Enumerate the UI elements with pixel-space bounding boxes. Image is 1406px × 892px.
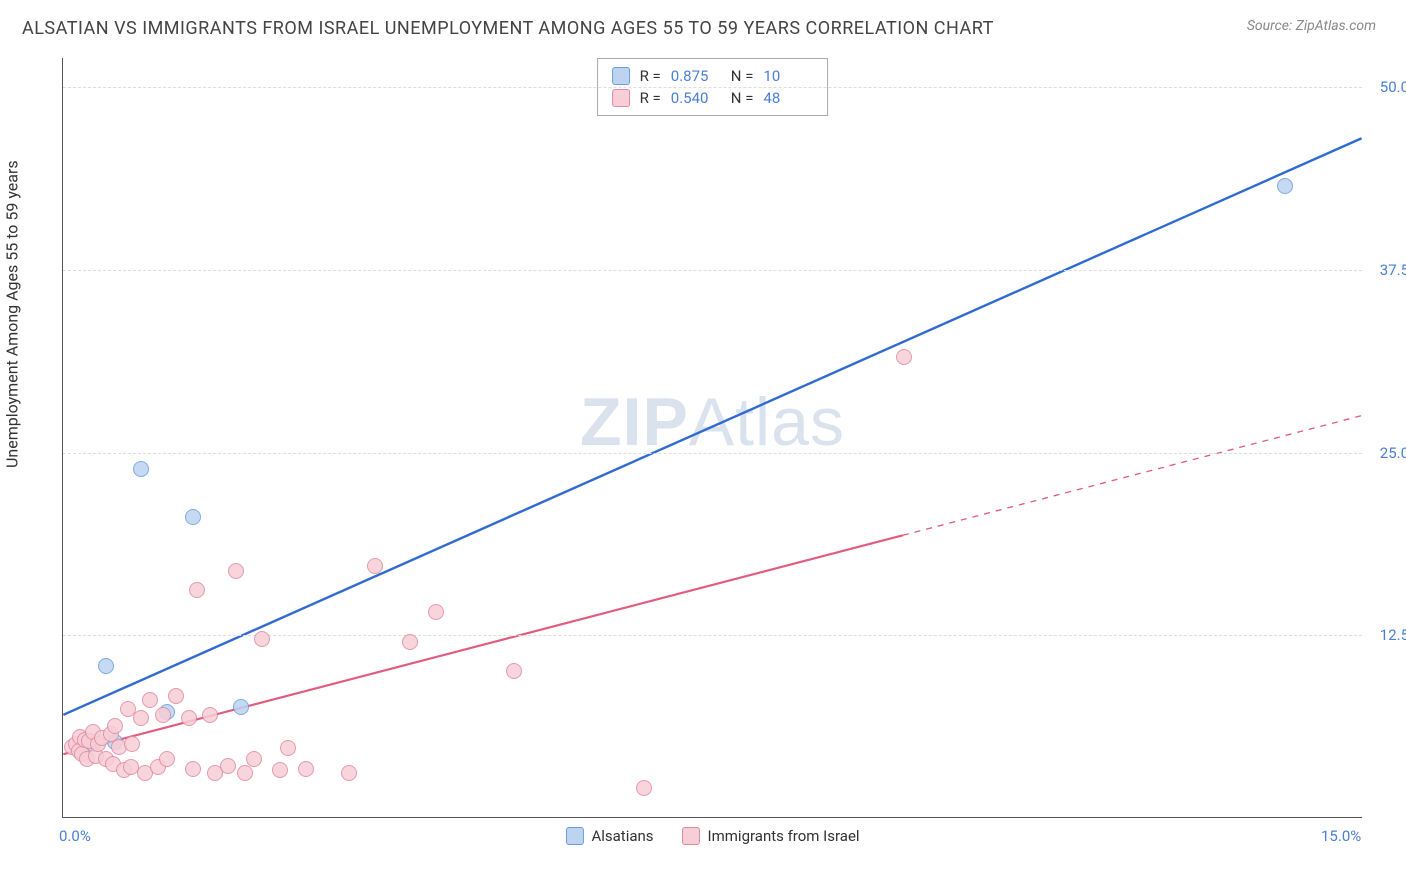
source-label: Source: [1247,18,1296,34]
data-point-israel [228,563,244,579]
data-point-israel [189,582,205,598]
stat-n-label: N = [731,89,754,107]
y-tick-label: 12.5% [1360,626,1406,644]
y-tick-label: 25.0% [1360,444,1406,462]
data-point-israel [123,759,139,775]
data-point-israel [107,718,123,734]
data-point-israel [237,765,253,781]
trendline-alsatians [63,138,1361,715]
stat-n-label: N = [731,67,754,85]
swatch-israel [682,827,700,845]
data-point-israel [280,740,296,756]
y-tick-label: 50.0% [1360,78,1406,96]
data-point-israel [185,761,201,777]
data-point-israel [402,634,418,650]
swatch-israel [612,89,630,107]
data-point-israel [181,710,197,726]
stat-r-label: R = [640,89,661,107]
data-point-israel [124,736,140,752]
stats-row-israel: R = 0.540 N = 48 [612,87,814,109]
stat-r-value-alsatians: 0.875 [671,67,721,85]
legend-label-alsatians: Alsatians [591,827,653,845]
data-point-israel [254,631,270,647]
legend-item-alsatians: Alsatians [565,827,653,845]
series-legend: Alsatians Immigrants from Israel [565,827,859,845]
data-point-israel [367,558,383,574]
swatch-alsatians [612,67,630,85]
data-point-israel [155,707,171,723]
y-axis-label: Unemployment Among Ages 55 to 59 years [3,160,22,468]
legend-item-israel: Immigrants from Israel [682,827,860,845]
data-point-alsatians [133,461,149,477]
source-attribution: Source: ZipAtlas.com [1247,18,1376,34]
gridline [63,87,1362,88]
plot-area: ZIPAtlas R = 0.875 N = 10 R = 0.540 N = … [62,58,1362,818]
x-tick-label: 15.0% [1321,827,1361,845]
data-point-israel [142,692,158,708]
data-point-alsatians [1277,178,1293,194]
data-point-israel [220,758,236,774]
stat-r-value-israel: 0.540 [671,89,721,107]
trend-lines-svg [63,58,1362,817]
data-point-israel [133,710,149,726]
stat-r-label: R = [640,67,661,85]
y-tick-label: 37.5% [1360,261,1406,279]
legend-label-israel: Immigrants from Israel [708,827,860,845]
data-point-israel [159,751,175,767]
gridline [63,453,1362,454]
data-point-israel [202,707,218,723]
chart-title: ALSATIAN VS IMMIGRANTS FROM ISRAEL UNEMP… [22,18,994,39]
data-point-israel [896,349,912,365]
data-point-israel [428,604,444,620]
data-point-israel [272,762,288,778]
trendline-extend-israel [903,416,1362,536]
data-point-alsatians [185,509,201,525]
data-point-alsatians [233,699,249,715]
swatch-alsatians [565,827,583,845]
data-point-alsatians [98,658,114,674]
data-point-israel [341,765,357,781]
gridline [63,270,1362,271]
x-tick-label: 0.0% [59,827,91,845]
stats-row-alsatians: R = 0.875 N = 10 [612,65,814,87]
chart-container: Unemployment Among Ages 55 to 59 years Z… [22,48,1382,878]
data-point-israel [298,761,314,777]
data-point-israel [168,688,184,704]
source-name: ZipAtlas.com [1296,18,1376,34]
stat-n-value-alsatians: 10 [763,67,813,85]
data-point-israel [246,751,262,767]
stat-n-value-israel: 48 [763,89,813,107]
data-point-israel [636,780,652,796]
data-point-israel [506,663,522,679]
